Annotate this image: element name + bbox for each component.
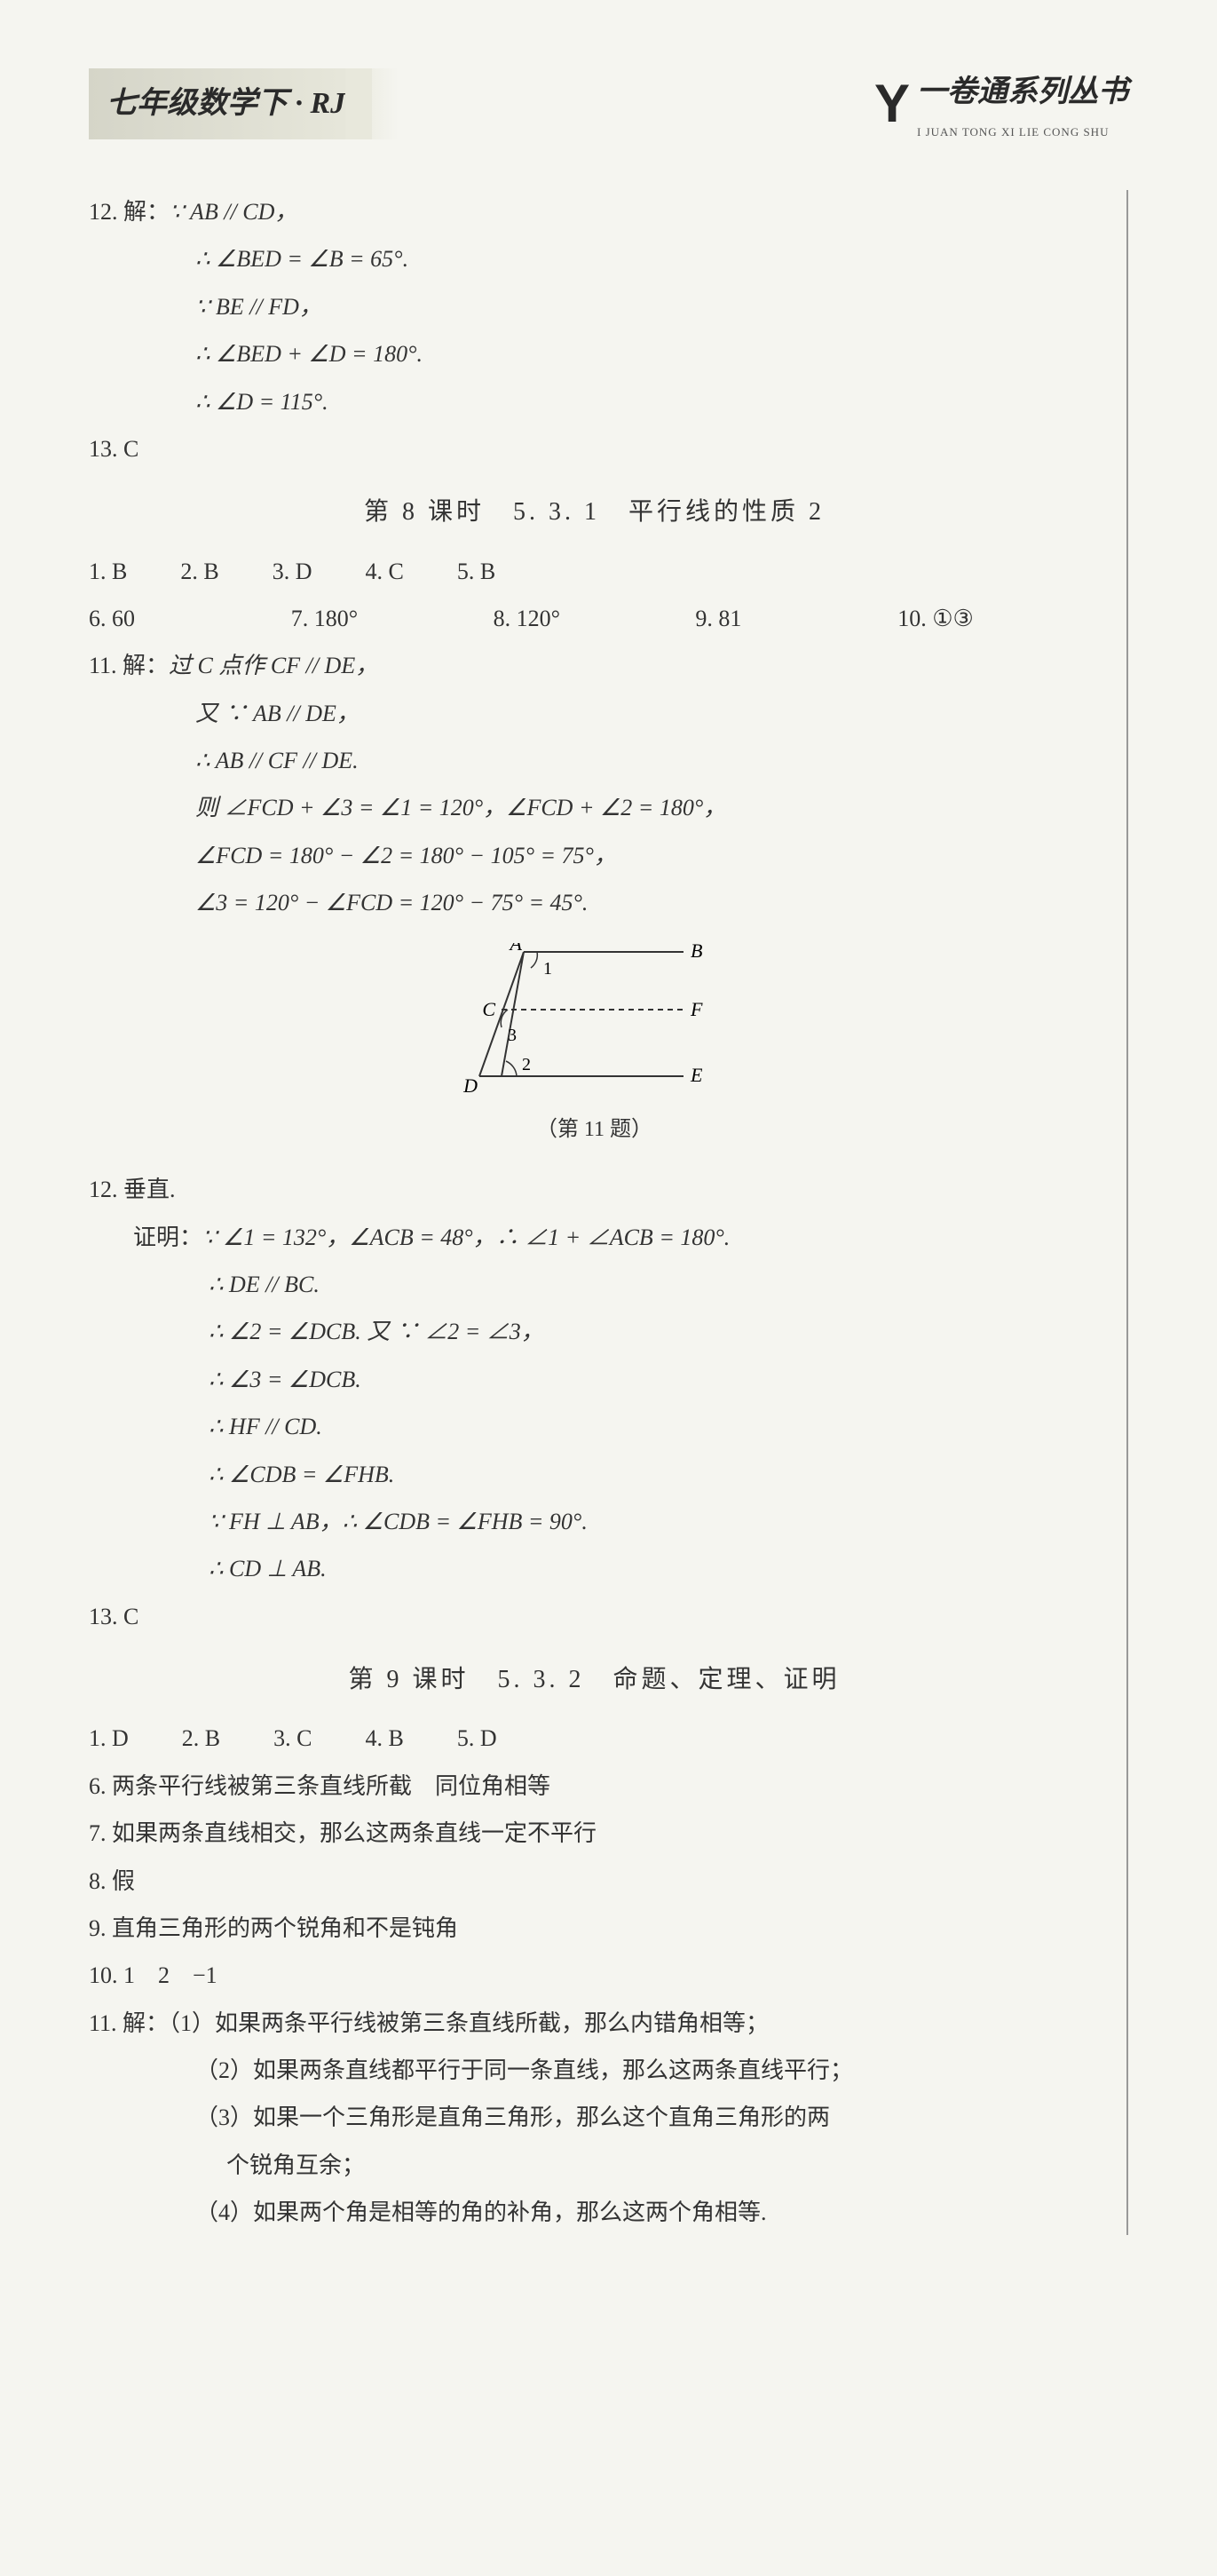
l8-q12-l2: ∴ DE // BC.	[89, 1263, 1100, 1306]
l9-a4: 4. B	[365, 1716, 403, 1760]
lesson9-title: 第 9 课时 5. 3. 2 命题、定理、证明	[89, 1656, 1100, 1703]
l8-q12-l5: ∴ HF // CD.	[89, 1405, 1100, 1448]
pt-D: D	[462, 1074, 478, 1097]
l9-a5: 5. D	[457, 1716, 497, 1760]
q13-answer: 13. C	[89, 427, 1100, 471]
q12-line4: ∴ ∠BED + ∠D = 180°.	[89, 332, 1100, 376]
l8-q11: 11. 解：过 C 点作 CF // DE，	[89, 644, 1100, 687]
l9-q10: 10. 1 2 −1	[89, 1954, 1100, 1997]
l8-a7: 7. 180°	[291, 597, 440, 640]
l8-a10: 10. ①③	[897, 597, 1047, 640]
l8-q11-label: 11. 解：	[89, 653, 169, 678]
l8-q12-label: 12. 垂直.	[89, 1168, 1100, 1211]
header-left-title: 七年级数学下 · RJ	[89, 68, 372, 140]
l9-q9: 9. 直角三角形的两个锐角和不是钝角	[89, 1906, 1100, 1950]
q12-line2: ∴ ∠BED = ∠B = 65°.	[89, 237, 1100, 281]
l8-q11-l2: 又 ∵ AB // DE，	[89, 692, 1100, 735]
l8-q11-l5: ∠FCD = 180° − ∠2 = 180° − 105° = 75°，	[89, 834, 1100, 877]
l8-a1: 1. B	[89, 550, 127, 593]
l8-q12-l4: ∴ ∠3 = ∠DCB.	[89, 1358, 1100, 1401]
l8-a6: 6. 60	[89, 597, 238, 640]
lesson8-row1: 1. B 2. B 3. D 4. C 5. B	[89, 550, 1100, 593]
l8-q13: 13. C	[89, 1595, 1100, 1638]
pt-A: A	[508, 943, 522, 955]
l9-q11-1: （1）如果两条平行线被第三条直线所截，那么内错角相等；	[169, 2010, 769, 2036]
l9-q11-4: （4）如果两个角是相等的角的补角，那么这两个角相等.	[89, 2191, 1100, 2234]
q12-line3: ∵ BE // FD，	[89, 285, 1100, 329]
q12-solution: 12. 解：∵ AB // CD，	[89, 190, 1100, 234]
pt-E: E	[690, 1064, 703, 1086]
content-area: 12. 解：∵ AB // CD， ∴ ∠BED = ∠B = 65°. ∵ B…	[89, 190, 1128, 2235]
l9-q11-3b: 个锐角互余；	[89, 2144, 1100, 2187]
angle-2: 2	[522, 1055, 531, 1074]
l8-q11-l6: ∠3 = 120° − ∠FCD = 120° − 75° = 45°.	[89, 881, 1100, 924]
l8-q11-l3: ∴ AB // CF // DE.	[89, 739, 1100, 782]
q12-line1: ∵ AB // CD，	[170, 199, 297, 225]
l8-q12-l3: ∴ ∠2 = ∠DCB. 又 ∵ ∠2 = ∠3，	[89, 1310, 1100, 1353]
l8-q12-proof-label: 证明：	[133, 1225, 202, 1250]
l8-a2: 2. B	[180, 550, 218, 593]
pt-F: F	[690, 998, 703, 1020]
pt-C: C	[482, 998, 495, 1020]
l8-q11-l1: 过 C 点作 CF // DE，	[169, 653, 378, 678]
figure-11: A B C F D E 1 3 2 （第 11 题）	[89, 943, 1100, 1151]
l9-a1: 1. D	[89, 1716, 129, 1760]
l9-a2: 2. B	[182, 1716, 220, 1760]
lesson8-row2: 6. 60 7. 180° 8. 120° 9. 81 10. ①③	[89, 597, 1100, 640]
l9-q11-3: （3）如果一个三角形是直角三角形，那么这个直角三角形的两	[89, 2096, 1100, 2139]
l8-q12-l1: ∵ ∠1 = 132°，∠ACB = 48°，∴ ∠1 + ∠ACB = 180…	[202, 1225, 730, 1250]
l8-q12-proof: 证明：∵ ∠1 = 132°，∠ACB = 48°，∴ ∠1 + ∠ACB = …	[89, 1216, 1100, 1259]
l8-q12-l6: ∴ ∠CDB = ∠FHB.	[89, 1453, 1100, 1496]
angle-3: 3	[508, 1026, 517, 1045]
angle-1: 1	[543, 959, 552, 979]
series-title-cn: 一卷通系列丛书	[917, 75, 1128, 108]
l8-a4: 4. C	[365, 550, 403, 593]
l9-q7: 7. 如果两条直线相交，那么这两条直线一定不平行	[89, 1811, 1100, 1855]
pt-B: B	[691, 943, 702, 962]
l9-q11: 11. 解：（1）如果两条平行线被第三条直线所截，那么内错角相等；	[89, 2001, 1100, 2045]
l8-a8: 8. 120°	[494, 597, 643, 640]
l9-q6: 6. 两条平行线被第三条直线所截 同位角相等	[89, 1764, 1100, 1808]
q12-label: 12. 解：	[89, 199, 170, 225]
l8-a3: 3. D	[273, 550, 312, 593]
lesson9-row1: 1. D 2. B 3. C 4. B 5. D	[89, 1716, 1100, 1760]
header-right-series: Y 一卷通系列丛书 I JUAN TONG XI LIE CONG SHU	[874, 53, 1128, 155]
lesson8-title: 第 8 课时 5. 3. 1 平行线的性质 2	[89, 488, 1100, 535]
y-logo: Y	[874, 53, 910, 155]
l9-a3: 3. C	[273, 1716, 312, 1760]
l9-q11-2: （2）如果两条直线都平行于同一条直线，那么这两条直线平行；	[89, 2049, 1100, 2092]
page-header: 七年级数学下 · RJ Y 一卷通系列丛书 I JUAN TONG XI LIE…	[89, 53, 1128, 155]
l8-q12-l7: ∵ FH ⊥ AB，∴ ∠CDB = ∠FHB = 90°.	[89, 1500, 1100, 1543]
l8-q11-l4: 则 ∠FCD + ∠3 = ∠1 = 120°，∠FCD + ∠2 = 180°…	[89, 786, 1100, 829]
q12-line5: ∴ ∠D = 115°.	[89, 380, 1100, 424]
series-title-pinyin: I JUAN TONG XI LIE CONG SHU	[917, 122, 1128, 144]
figure-11-caption: （第 11 题）	[89, 1110, 1100, 1151]
figure-11-svg: A B C F D E 1 3 2	[453, 943, 737, 1103]
l8-q12-l8: ∴ CD ⊥ AB.	[89, 1547, 1100, 1590]
l8-a9: 9. 81	[695, 597, 844, 640]
l9-q8: 8. 假	[89, 1859, 1100, 1903]
l8-a5: 5. B	[457, 550, 495, 593]
l9-q11-label: 11. 解：	[89, 2010, 169, 2036]
